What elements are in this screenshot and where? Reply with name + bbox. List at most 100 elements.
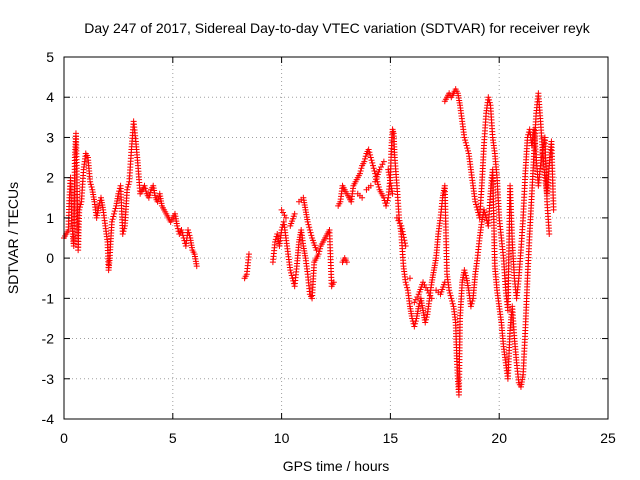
x-tick-label: 5 [169, 430, 177, 446]
data-point [399, 228, 406, 235]
data-point [469, 298, 476, 305]
data-point [366, 149, 373, 156]
data-point [179, 229, 186, 236]
data-point [147, 189, 154, 196]
data-point [462, 137, 469, 144]
data-point [379, 161, 386, 168]
data-point [87, 181, 94, 188]
data-point [422, 319, 429, 326]
data-point [486, 96, 493, 103]
data-point [361, 158, 368, 165]
data-point [313, 247, 320, 254]
data-point [371, 167, 378, 174]
data-point [111, 210, 118, 217]
data-point [400, 234, 407, 241]
data-point [383, 202, 390, 209]
data-point [446, 289, 453, 296]
data-point [411, 299, 418, 306]
data-point [111, 208, 118, 215]
data-point [124, 184, 131, 191]
data-point [109, 216, 116, 223]
data-point [461, 134, 468, 141]
data-point [367, 154, 374, 161]
data-point [422, 284, 429, 291]
data-point [427, 292, 434, 299]
data-point [376, 166, 383, 173]
data-point [306, 224, 313, 231]
data-point [154, 198, 161, 205]
data-point [146, 192, 153, 199]
data-point [468, 300, 475, 307]
data-point [368, 157, 375, 164]
data-point [76, 204, 83, 211]
data-point [412, 296, 419, 303]
data-point [125, 181, 132, 188]
data-point [178, 226, 185, 233]
data-point [369, 159, 376, 166]
x-tick-label: 0 [60, 430, 68, 446]
data-point [306, 226, 313, 233]
y-tick-label: -4 [42, 411, 55, 427]
y-tick-label: 2 [46, 170, 54, 186]
data-point [141, 182, 148, 189]
data-point [307, 229, 314, 236]
x-tick-label: 25 [600, 430, 616, 446]
data-point [401, 237, 408, 244]
data-point [384, 197, 391, 204]
data-point [174, 225, 181, 232]
y-tick-label: 1 [46, 210, 54, 226]
data-point [447, 292, 454, 299]
data-point [465, 147, 472, 154]
data-point [393, 214, 400, 221]
data-point [145, 194, 152, 201]
x-tick-label: 10 [274, 430, 290, 446]
data-point [464, 145, 471, 152]
data-point [396, 220, 403, 227]
data-point [367, 182, 374, 189]
data-point [121, 225, 128, 232]
data-point [423, 314, 430, 321]
data-point [185, 229, 192, 236]
data-point [461, 267, 468, 274]
data-point [287, 267, 294, 274]
axis-ticks: 0 5 10 15 20 25 -4 -3 -2 -1 0 1 2 3 4 5 [42, 49, 616, 446]
y-tick-label: 0 [46, 250, 54, 266]
data-point [370, 165, 377, 172]
data-point [304, 218, 311, 225]
data-point [462, 269, 469, 276]
data-point [383, 200, 390, 207]
x-tick-label: 20 [491, 430, 507, 446]
plot-frame [63, 56, 609, 420]
data-point [317, 245, 324, 252]
data-point [281, 212, 288, 219]
data-point [449, 300, 456, 307]
data-point [358, 165, 365, 172]
data-point [372, 170, 379, 177]
data-point [380, 158, 387, 165]
data-point [448, 295, 455, 302]
data-point [375, 184, 382, 191]
data-point [119, 230, 126, 237]
data-point [467, 303, 474, 310]
data-point [362, 153, 369, 160]
data-point [389, 190, 396, 197]
data-point [446, 287, 453, 294]
data-point [305, 221, 312, 228]
data-point [449, 298, 456, 305]
data-point [404, 284, 411, 291]
series-reyk [61, 86, 557, 398]
data-point [77, 201, 84, 208]
data-point [110, 213, 117, 220]
data-point [402, 240, 409, 247]
data-point [280, 209, 287, 216]
data-point [282, 214, 289, 221]
data-point [330, 279, 337, 286]
data-point [377, 163, 384, 170]
data-point [288, 272, 295, 279]
data-point [412, 320, 419, 327]
data-point [546, 230, 553, 237]
data-point [185, 226, 192, 233]
data-point [369, 162, 376, 169]
